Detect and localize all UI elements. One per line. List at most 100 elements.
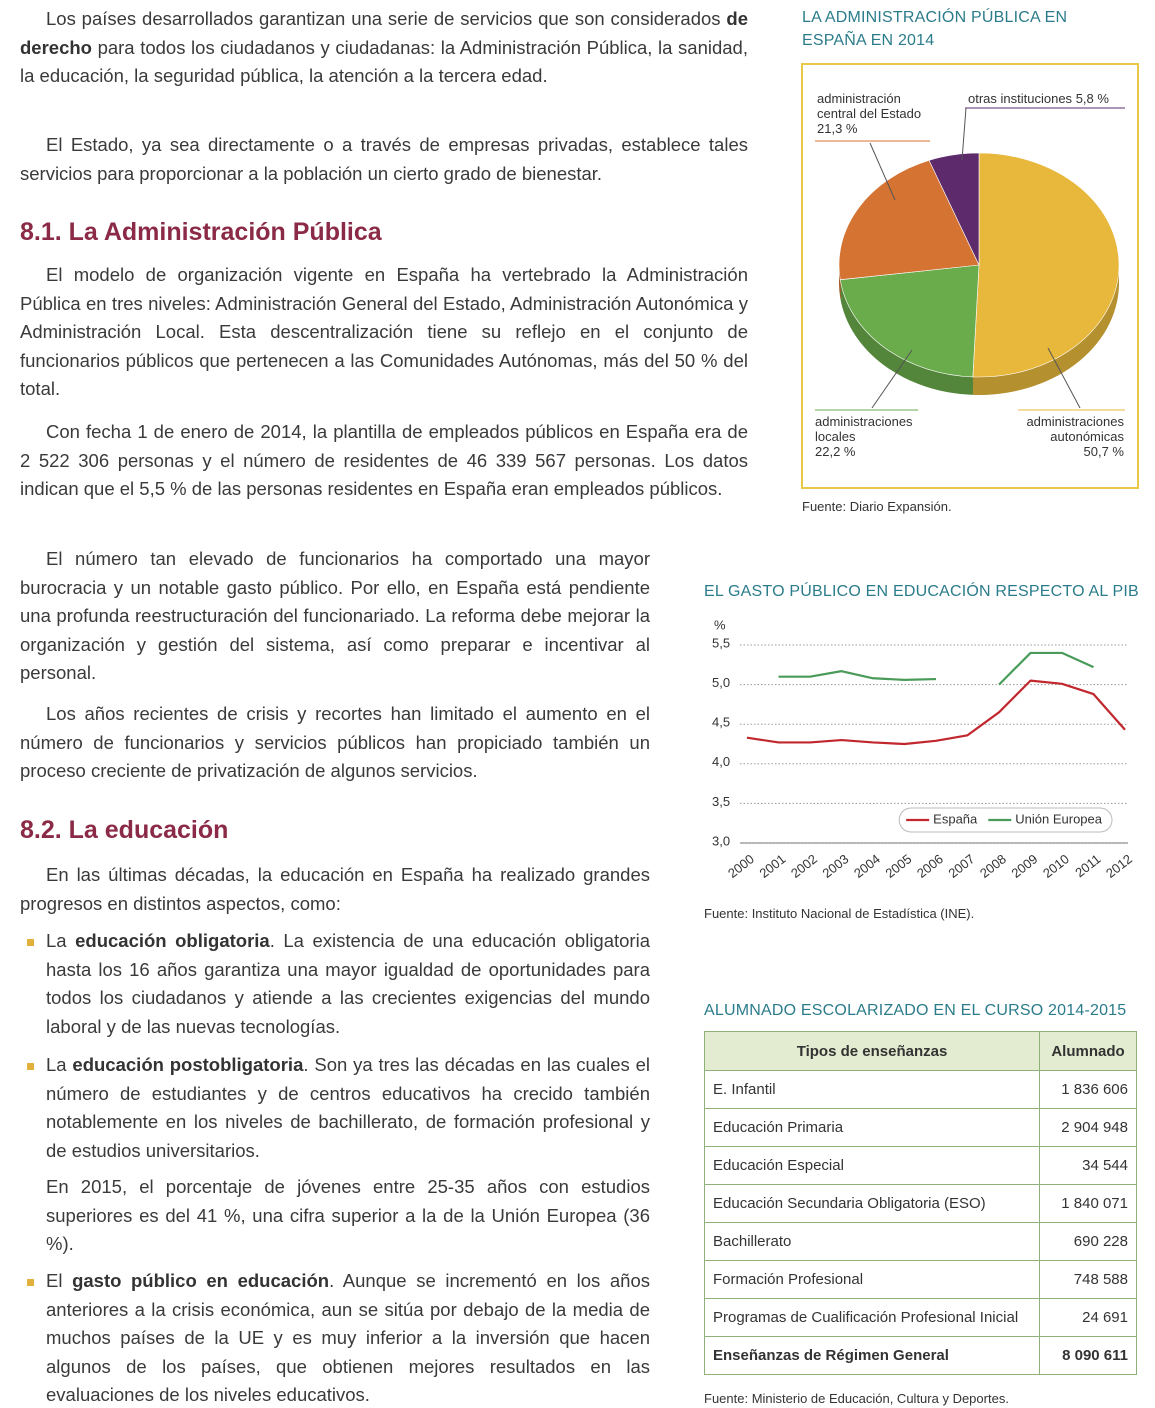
pie-slice xyxy=(839,264,980,378)
label-cell: Programas de Cualificación Profesional I… xyxy=(704,1298,1040,1337)
legend-label: Unión Europea xyxy=(1015,811,1102,826)
bullet-marker xyxy=(27,939,34,946)
table-row: E. Infantil 1 836 606 xyxy=(704,1070,1137,1109)
paragraph: Los años recientes de crisis y recortes … xyxy=(20,703,650,782)
paragraph: En las últimas décadas, la educación en … xyxy=(20,864,650,914)
leader-line xyxy=(869,142,896,201)
bullet-marker xyxy=(27,1279,34,1286)
number-cell: 748 588 xyxy=(1039,1260,1137,1299)
x-tick-label: 2006 xyxy=(914,851,946,881)
y-tick-label: 4,5 xyxy=(712,715,730,730)
x-tick-label: 2011 xyxy=(1072,851,1103,880)
pie-label: otras instituciones 5,8 % xyxy=(968,91,1128,106)
leader-line xyxy=(1047,347,1081,409)
text: . Son ya tres las décadas en las cuales … xyxy=(46,1054,651,1161)
x-tick-label: 2008 xyxy=(977,851,1009,881)
table-row: Enseñanzas de Régimen General 8 090 611 xyxy=(704,1336,1137,1375)
bold-text: educación postobligatoria xyxy=(72,1054,304,1075)
y-tick-label: 5,0 xyxy=(712,675,730,690)
value-label: 5,8 % xyxy=(1075,91,1109,106)
line-series xyxy=(998,651,1094,686)
source: Fuente: Diario Expansión. xyxy=(802,499,952,514)
legend-label: España xyxy=(933,811,978,826)
x-tick-label: 2005 xyxy=(882,851,914,881)
x-tick-label: 2009 xyxy=(1008,851,1040,881)
x-tick-label: 2003 xyxy=(819,851,851,881)
bullet-marker xyxy=(27,1063,34,1070)
label-cell: Formación Profesional xyxy=(704,1260,1040,1299)
text: Los países desarrollados garantizan una … xyxy=(46,8,727,29)
value-label: 21,3 % xyxy=(817,121,858,136)
pie-label: administraciones autonómicas 50,7 % xyxy=(1004,414,1124,459)
number-cell: 1 836 606 xyxy=(1039,1070,1137,1109)
pie-leaders xyxy=(815,107,1125,411)
paragraph: El número tan elevado de funcionarios ha… xyxy=(20,548,650,684)
pie-label: administraciones locales 22,2 % xyxy=(815,414,927,459)
number-cell: 24 691 xyxy=(1039,1298,1137,1337)
number-cell: 1 840 071 xyxy=(1039,1184,1137,1223)
table-title: ALUMNADO ESCOLARIZADO EN EL CURSO 2014-2… xyxy=(704,1002,1127,1019)
chart-title: EL GASTO PÚBLICO EN EDUCACIÓN RESPECTO A… xyxy=(704,583,1139,600)
text: . La existencia de una educación obligat… xyxy=(46,930,650,1037)
table-row: Bachillerato 690 228 xyxy=(704,1222,1137,1261)
table-row: Educación Secundaria Obligatoria (ESO) 1 … xyxy=(704,1184,1137,1223)
x-tick-label: 2004 xyxy=(851,851,883,881)
bold-text: de derecho xyxy=(20,8,748,58)
number-cell: 690 228 xyxy=(1039,1222,1137,1261)
table-body: E. Infantil 1 836 606 Educación Primaria 2 … xyxy=(704,1070,1137,1375)
paragraph: Con fecha 1 de enero de 2014, la plantil… xyxy=(20,421,748,500)
pie-slice xyxy=(928,152,980,266)
table: Tipos de enseñanzas Alumnado E. Infantil 1… xyxy=(704,1031,1137,1375)
bullet-item: La educación postobligatoria. Son ya tre… xyxy=(46,1051,650,1165)
y-axis-label: % xyxy=(714,617,726,632)
x-tick-label: 2002 xyxy=(788,851,820,881)
number-cell: 2 904 948 xyxy=(1039,1108,1137,1147)
label-cell: Educación Especial xyxy=(704,1146,1040,1185)
label-cell: Educación Primaria xyxy=(704,1108,1040,1147)
source: Fuente: Ministerio de Educación, Cultura… xyxy=(704,1391,1009,1406)
text: El xyxy=(46,1270,73,1291)
bullet-item: La educación obligatoria. La existencia … xyxy=(46,927,650,1041)
text: La xyxy=(46,930,76,951)
text: . Aunque se incrementó en los años anter… xyxy=(46,1270,651,1406)
paragraph: El Estado, ya sea directamente o a travé… xyxy=(20,131,748,188)
y-tick-label: 5,5 xyxy=(712,635,730,650)
line-series xyxy=(746,679,1126,746)
label-cell: Enseñanzas de Régimen General xyxy=(704,1336,1040,1375)
header-cell: Alumnado xyxy=(1039,1031,1137,1071)
category-label: administración central del Estado xyxy=(817,91,922,121)
paragraph: Los países desarrollados garantizan una … xyxy=(20,5,748,91)
section-heading: 8.2. La educación xyxy=(20,816,229,844)
label-cell: Bachillerato xyxy=(704,1222,1040,1261)
section-heading: 8.1. La Administración Pública xyxy=(20,218,382,246)
category-label: administraciones autonómicas xyxy=(1026,414,1124,444)
y-tick-label: 4,0 xyxy=(712,754,730,769)
y-tick-label: 3,5 xyxy=(712,794,730,809)
category-label: administraciones locales xyxy=(815,414,913,444)
header-cell: Tipos de enseñanzas xyxy=(704,1031,1040,1071)
x-tick-label: 2010 xyxy=(1040,851,1072,881)
source: Fuente: Instituto Nacional de Estadístic… xyxy=(704,906,975,921)
number-cell: 8 090 611 xyxy=(1039,1336,1137,1375)
x-tick-label: 2000 xyxy=(725,851,757,881)
x-tick-label: 2012 xyxy=(1103,851,1135,881)
text: para todos los ciudadanos y ciudadanas: … xyxy=(20,36,748,87)
table-row: Educación Especial 34 544 xyxy=(704,1146,1137,1185)
table-row: Programas de Cualificación Profesional I… xyxy=(704,1298,1137,1337)
bullet-note: En 2015, el porcentaje de jóvenes entre … xyxy=(46,1176,650,1255)
bold-text: educación obligatoria xyxy=(75,930,270,951)
value-label: 22,2 % xyxy=(815,444,856,459)
table-row: Educación Primaria 2 904 948 xyxy=(704,1108,1137,1147)
text: La xyxy=(46,1054,73,1075)
number-cell: 34 544 xyxy=(1039,1146,1137,1185)
pie-label: administración central del Estado 21,3 % xyxy=(817,91,939,136)
table-row: Formación Profesional 748 588 xyxy=(704,1260,1137,1299)
bold-text: gasto público en educación xyxy=(72,1270,330,1291)
label-cell: Educación Secundaria Obligatoria (ESO) xyxy=(704,1184,1040,1223)
x-tick-label: 2001 xyxy=(756,851,788,881)
chart-title: LA ADMINISTRACIÓN PÚBLICA EN ESPAÑA EN 2… xyxy=(802,9,1068,49)
leader-line xyxy=(961,107,967,161)
